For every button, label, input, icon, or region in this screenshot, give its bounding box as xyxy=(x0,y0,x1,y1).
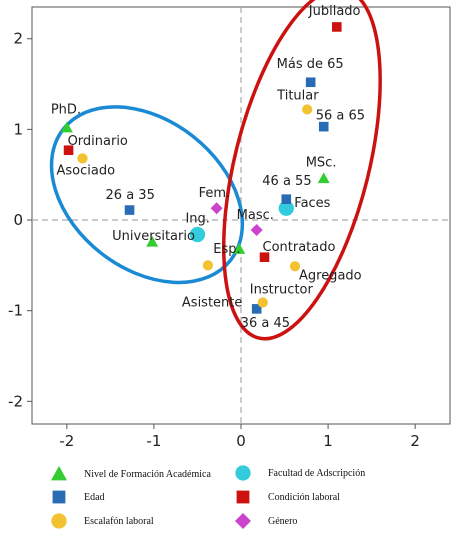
legend-marker-shape xyxy=(235,513,251,529)
legend-label: Facultad de Adscripción xyxy=(268,467,366,479)
data-point xyxy=(318,121,329,132)
y-tick-label: 2 xyxy=(13,30,23,48)
scatter-plot: -2 -1 0 1 2 2 1 0 -1 -2 PhD. Universitario Esp. MSc.… xyxy=(8,0,451,450)
legend-item: Edad xyxy=(48,487,105,507)
group-ellipse xyxy=(221,0,382,341)
data-point xyxy=(189,226,206,243)
legend-item: Facultad de Adscripción xyxy=(232,463,365,483)
legend-item: Escalafón laboral xyxy=(48,511,154,531)
data-point xyxy=(210,202,223,215)
point-label: 56 a 65 xyxy=(316,109,365,124)
point-label: Jubilado xyxy=(308,4,361,19)
point-label: Más de 65 xyxy=(277,57,344,72)
point-label: MSc. xyxy=(306,155,337,170)
legend-marker-shape xyxy=(51,513,67,529)
data-point xyxy=(331,22,342,32)
legend-marker-icon xyxy=(235,513,251,529)
point-label: PhD. xyxy=(51,103,81,118)
data-point xyxy=(281,194,292,204)
data-point xyxy=(202,260,214,271)
y-tick-label: 0 xyxy=(13,211,23,229)
data-point xyxy=(302,104,313,115)
data-point xyxy=(289,261,301,272)
legend-label: Nivel de Formación Académica xyxy=(84,468,211,480)
point-label: Ing. xyxy=(185,212,209,227)
data-point xyxy=(257,297,268,308)
point-label: Asistente xyxy=(182,295,242,310)
point-label: Masc. xyxy=(237,208,274,223)
legend: Nivel de Formación Académica Facultad de… xyxy=(0,455,474,543)
data-point xyxy=(278,200,294,216)
point-labels: PhD. Universitario Esp. MSc. Ing. Faces 26 a 3… xyxy=(51,4,365,331)
x-tick-label: -1 xyxy=(146,432,161,450)
legend-label: Condición laboral xyxy=(268,491,340,503)
data-point xyxy=(63,145,74,156)
legend-label: Edad xyxy=(84,491,105,503)
legend-marker-shape xyxy=(235,465,251,481)
y-tick-label: -2 xyxy=(8,392,23,410)
legend-marker xyxy=(232,463,254,483)
legend-marker-shape xyxy=(52,490,66,504)
legend-marker-icon xyxy=(51,513,67,529)
legend-item: Condición laboral xyxy=(232,487,340,507)
y-tick-label: -1 xyxy=(8,302,23,320)
y-tick-label: 1 xyxy=(13,120,23,138)
legend-marker-icon xyxy=(52,490,66,504)
legend-item: Género xyxy=(232,511,297,531)
data-point xyxy=(77,153,88,164)
legend-marker-shape xyxy=(51,466,67,481)
legend-marker xyxy=(48,487,70,507)
data-point xyxy=(251,304,262,314)
data-point xyxy=(60,121,73,133)
data-point xyxy=(259,252,270,262)
legend-marker-icon xyxy=(236,490,250,504)
legend-marker xyxy=(48,511,70,531)
data-point xyxy=(250,224,263,237)
x-tick-label: 0 xyxy=(236,432,246,450)
x-tick-label: 1 xyxy=(323,432,333,450)
legend-marker xyxy=(48,464,70,484)
point-label: Contratado xyxy=(263,240,336,255)
point-label: 46 a 55 xyxy=(262,174,311,189)
axis-ticks: -2 -1 0 1 2 2 1 0 -1 -2 xyxy=(8,30,420,450)
legend-marker xyxy=(232,487,254,507)
legend-marker-icon xyxy=(51,466,67,481)
legend-item: Nivel de Formación Académica xyxy=(48,464,211,484)
data-point xyxy=(233,243,246,254)
data-points xyxy=(60,22,342,314)
data-point xyxy=(146,235,159,247)
point-label: Instructor xyxy=(250,283,314,298)
data-point xyxy=(305,77,316,88)
legend-label: Género xyxy=(268,515,298,527)
point-label: Asociado xyxy=(57,163,116,178)
legend-label: Escalafón laboral xyxy=(84,515,154,527)
data-point xyxy=(124,205,135,215)
legend-marker-icon xyxy=(235,465,251,481)
point-label: Universitario xyxy=(112,229,195,244)
point-label: Fem. xyxy=(199,186,231,201)
legend-marker xyxy=(232,511,254,531)
point-label: Faces xyxy=(294,196,330,211)
point-label: Ordinario xyxy=(68,134,128,149)
point-label: 26 a 35 xyxy=(106,188,155,203)
data-point xyxy=(317,172,330,184)
point-label: 36 a 45 xyxy=(241,316,290,331)
point-label: Titular xyxy=(276,88,319,103)
point-label: Agregado xyxy=(299,268,362,283)
legend-marker-shape xyxy=(236,490,250,504)
x-tick-label: 2 xyxy=(410,432,420,450)
x-tick-label: -2 xyxy=(59,432,74,450)
point-label: Esp. xyxy=(213,242,240,257)
